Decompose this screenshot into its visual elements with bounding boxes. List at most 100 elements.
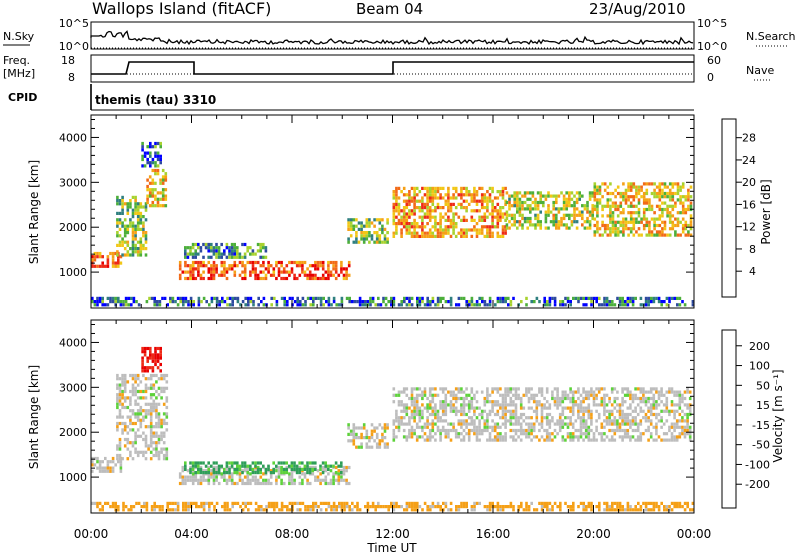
vel-cell	[314, 467, 317, 471]
vel-cell	[303, 467, 307, 471]
vel-cell	[556, 390, 559, 394]
vel-cell	[499, 393, 502, 397]
vel-cell	[509, 396, 513, 401]
vel-cell	[149, 444, 153, 448]
vel-cell	[386, 442, 389, 446]
vel-cell	[545, 387, 549, 391]
vel-cell	[590, 393, 593, 397]
power-cell	[577, 296, 580, 300]
power-cell	[529, 216, 532, 221]
vel-cell	[623, 393, 627, 397]
vel-cell	[267, 467, 270, 471]
power-cell	[332, 264, 335, 268]
power-cell	[488, 303, 492, 307]
power-cell	[395, 196, 398, 200]
power-cell	[151, 178, 155, 182]
vel-cell	[145, 508, 149, 512]
power-cell	[491, 186, 494, 190]
vel-cell	[215, 469, 218, 473]
vel-cell	[423, 387, 427, 391]
vel-cell	[288, 501, 292, 505]
power-cell	[182, 296, 185, 300]
power-cell	[143, 151, 147, 155]
vel-cell	[655, 501, 658, 505]
vel-cell	[517, 419, 520, 423]
vel-cell	[553, 428, 557, 433]
power-cell	[454, 186, 458, 190]
power-cell	[609, 214, 612, 218]
vel-cell	[400, 422, 403, 426]
power-cell	[269, 264, 273, 268]
vel-cell	[595, 409, 598, 413]
vel-cell	[321, 471, 325, 475]
vel-cell	[673, 438, 676, 442]
power-cell	[491, 190, 494, 194]
power-cell	[194, 242, 197, 247]
power-cell	[434, 206, 437, 210]
power-cell	[228, 264, 231, 268]
power-cell	[629, 185, 633, 189]
vel-cell	[161, 505, 164, 509]
vel-cell	[397, 416, 401, 420]
power-cell	[578, 194, 581, 198]
power-cell	[421, 218, 424, 222]
vel-cell	[116, 415, 119, 419]
power-cell	[611, 201, 615, 205]
vel-cell	[444, 406, 448, 410]
power-cell	[290, 260, 294, 265]
vel-cell	[478, 432, 481, 436]
power-cell	[674, 201, 677, 205]
vel-cell	[556, 396, 559, 401]
vel-cell	[136, 383, 140, 387]
vel-cell	[171, 501, 175, 505]
vel-cell	[144, 409, 148, 413]
power-cell	[518, 191, 522, 195]
vel-cell	[670, 432, 674, 436]
power-cell	[611, 303, 614, 307]
power-cell	[637, 191, 641, 196]
vel-cell	[522, 432, 526, 436]
power-cell	[504, 296, 507, 300]
power-cell	[629, 204, 633, 208]
power-cell	[184, 246, 187, 250]
vel-cell	[603, 409, 606, 413]
vel-cell	[613, 400, 617, 404]
power-cell	[202, 264, 205, 268]
vel-cell	[413, 505, 416, 509]
power-cell	[159, 181, 162, 185]
vel-cell	[349, 429, 353, 433]
vel-cell	[582, 416, 585, 420]
power-cell	[666, 191, 669, 196]
vel-cell	[618, 403, 622, 407]
power-cell	[129, 247, 132, 251]
vel-cell	[504, 432, 507, 436]
power-cell	[434, 222, 437, 226]
power-cell	[395, 199, 398, 203]
freq-panel: Freq. [MHz] 18 8 60 0 Nave	[3, 54, 774, 84]
power-cell	[199, 264, 203, 268]
power-cell	[428, 206, 432, 210]
power-cell	[642, 211, 646, 215]
vel-cell	[649, 419, 653, 423]
power-cell	[635, 191, 638, 196]
vel-cell	[392, 508, 396, 512]
vel-cell	[569, 505, 572, 509]
power-cell	[447, 202, 450, 206]
vel-cell	[267, 478, 270, 482]
power-cell	[149, 161, 152, 165]
power-cell	[605, 300, 609, 304]
vel-cell	[290, 472, 294, 476]
vel-cell	[207, 461, 210, 465]
vel-cell	[91, 463, 94, 467]
vel-cell	[652, 438, 656, 442]
vel-cell	[519, 428, 523, 433]
vel-cell	[616, 419, 619, 423]
power-cell	[678, 296, 682, 300]
vel-cell	[228, 508, 232, 512]
power-cell	[586, 220, 589, 224]
power-cell	[121, 208, 124, 212]
power-cell	[386, 231, 389, 235]
vel-cell	[223, 508, 227, 512]
power-cell	[129, 199, 132, 203]
power-cell	[627, 211, 630, 215]
